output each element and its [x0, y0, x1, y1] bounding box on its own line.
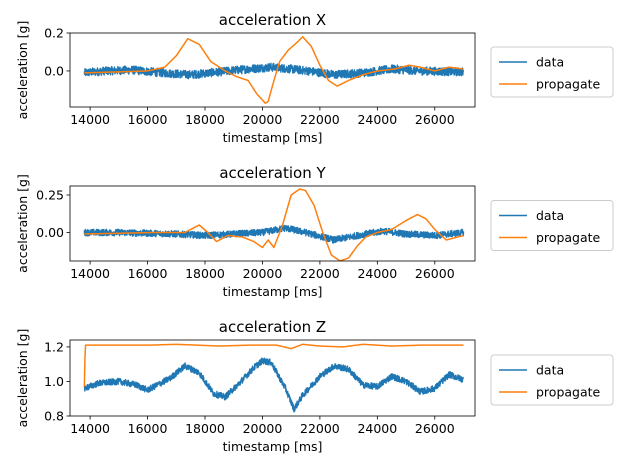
x-tick-label: 14000 — [70, 112, 110, 127]
legend-label-data: data — [536, 55, 564, 70]
y-tick-label: 1.2 — [44, 339, 64, 354]
x-axis-label: timestamp [ms] — [223, 439, 323, 454]
chart-3: 14000 16000 18000 20000 22000 24000 26000 0.8 1.… — [15, 318, 614, 454]
x-tick-label: 26000 — [415, 266, 455, 281]
series-line-data — [83, 224, 465, 244]
series-line-data — [83, 357, 464, 413]
x-tick-label: 14000 — [70, 266, 110, 281]
x-tick-label: 18000 — [185, 266, 225, 281]
plot-area — [83, 188, 465, 261]
legend-label-propagate: propagate — [536, 385, 601, 400]
legend: data propagate — [490, 46, 614, 98]
y-tick-label: 0.2 — [44, 26, 64, 41]
x-tick-label: 24000 — [357, 266, 397, 281]
legend-label-propagate: propagate — [536, 230, 601, 245]
chart-title: acceleration X — [219, 11, 326, 29]
x-axis-label: timestamp [ms] — [223, 284, 323, 299]
y-axis-label: acceleration [g] — [15, 174, 30, 273]
plot-area — [83, 343, 464, 413]
chart-1: 14000 16000 18000 20000 22000 24000 26000 0.0 0.… — [15, 11, 614, 145]
x-tick-label: 20000 — [243, 266, 283, 281]
x-tick-label: 22000 — [300, 112, 340, 127]
x-tick-label: 24000 — [357, 421, 397, 436]
y-tick-label: 0.25 — [36, 188, 64, 203]
axes-frame — [69, 32, 476, 108]
x-tick-label: 16000 — [128, 421, 168, 436]
x-tick-label: 22000 — [300, 266, 340, 281]
chart-title: acceleration Y — [219, 164, 326, 182]
y-tick-label: 0.0 — [44, 63, 64, 78]
y-tick-label: 1.0 — [44, 374, 64, 389]
x-tick-label: 16000 — [128, 266, 168, 281]
legend-label-data: data — [536, 208, 564, 223]
x-tick-label: 22000 — [300, 421, 340, 436]
legend: data propagate — [490, 200, 614, 251]
chart-2: 14000 16000 18000 20000 22000 24000 26000 0.00 0… — [15, 164, 614, 299]
x-tick-label: 20000 — [243, 112, 283, 127]
axes-frame — [69, 339, 476, 417]
x-axis-label: timestamp [ms] — [223, 130, 323, 145]
x-tick-label: 26000 — [415, 421, 455, 436]
x-tick-label: 14000 — [70, 421, 110, 436]
y-tick-label: 0.8 — [44, 409, 64, 424]
legend-label-propagate: propagate — [536, 77, 601, 92]
series-line-propagate — [84, 36, 464, 104]
x-tick-label: 20000 — [243, 421, 283, 436]
x-tick-label: 16000 — [128, 112, 168, 127]
x-tick-label: 26000 — [415, 112, 455, 127]
y-tick-label: 0.00 — [36, 225, 64, 240]
axes-frame — [69, 185, 476, 262]
legend: data propagate — [490, 354, 614, 406]
x-tick-label: 18000 — [185, 112, 225, 127]
x-tick-label: 18000 — [185, 421, 225, 436]
legend-label-data: data — [536, 363, 564, 378]
chart-title: acceleration Z — [219, 318, 326, 336]
y-axis-label: acceleration [g] — [15, 329, 30, 428]
x-tick-label: 24000 — [357, 112, 397, 127]
y-axis-label: acceleration [g] — [15, 21, 30, 120]
series-line-propagate — [83, 343, 464, 387]
series-line-propagate — [84, 188, 464, 261]
plot-area — [83, 36, 464, 104]
